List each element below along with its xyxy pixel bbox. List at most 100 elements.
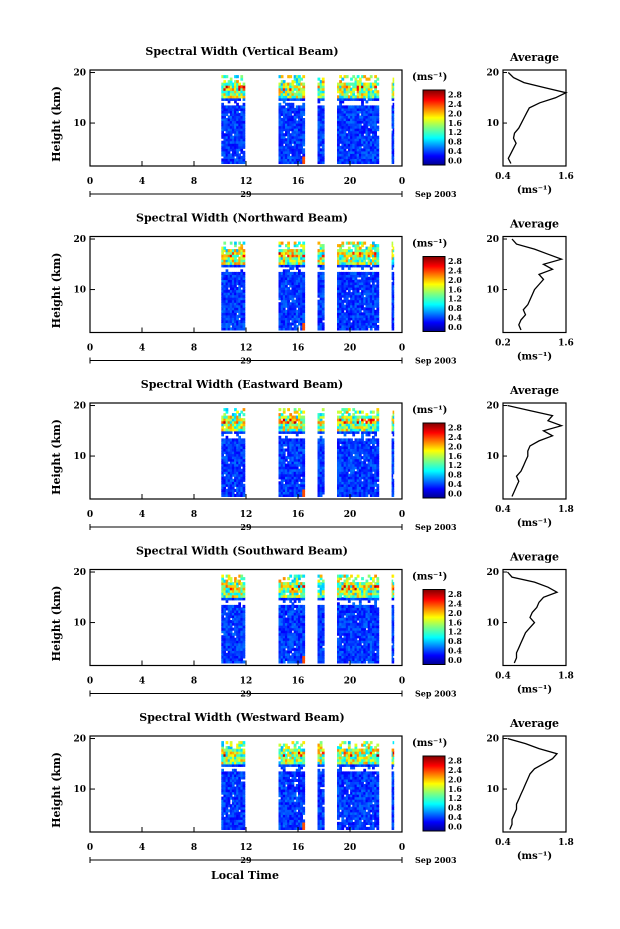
heatmap-cell <box>242 82 246 86</box>
heatmap-cell <box>234 451 237 455</box>
heatmap-cell <box>363 75 367 79</box>
heatmap-cell <box>240 256 244 260</box>
heatmap-cell <box>278 92 282 96</box>
heatmap-cell <box>302 120 306 124</box>
heatmap-cell <box>282 647 286 651</box>
heatmap-cell <box>317 120 321 124</box>
heatmap-cell <box>287 279 290 283</box>
heatmap-cell <box>372 435 375 439</box>
heatmap-cell <box>285 294 288 298</box>
heatmap-cell <box>372 123 375 127</box>
heatmap-cell <box>221 627 224 631</box>
heatmap-cell <box>317 471 321 475</box>
heatmap-cell <box>358 140 362 144</box>
heatmap-cell <box>223 297 227 301</box>
heatmap-cell <box>374 284 377 288</box>
heatmap-cell <box>376 282 380 286</box>
heatmap-cell <box>242 133 246 137</box>
heatmap-cell <box>374 271 377 275</box>
heatmap-cell <box>227 657 231 661</box>
heatmap-cell <box>291 453 295 457</box>
heatmap-cell <box>295 440 299 444</box>
heatmap-cell <box>302 110 306 114</box>
heatmap-cell <box>367 128 371 132</box>
heatmap-cell <box>374 256 377 260</box>
heatmap-cell <box>369 312 373 316</box>
heatmap-cell <box>356 297 360 301</box>
heatmap-cell <box>298 123 301 127</box>
heatmap-cell <box>392 312 395 316</box>
heatmap-cell <box>223 461 227 465</box>
heatmap-cell <box>356 458 360 462</box>
heatmap-cell <box>293 138 297 142</box>
heatmap-cell <box>339 128 342 132</box>
heatmap-cell <box>223 642 227 646</box>
heatmap-cell <box>339 246 342 250</box>
heatmap-cell <box>225 302 229 306</box>
heatmap-cell <box>278 657 282 661</box>
heatmap-cell <box>341 302 345 306</box>
heatmap-cell <box>339 418 342 422</box>
heatmap-cell <box>221 587 224 591</box>
heatmap-cell <box>339 115 342 119</box>
heatmap-cell <box>229 587 233 591</box>
heatmap-cell <box>298 279 301 283</box>
heatmap-cell <box>225 276 229 280</box>
heatmap-cell <box>341 438 345 442</box>
heatmap-cell <box>234 95 237 99</box>
panel-title: Spectral Width (Northward Beam) <box>136 212 348 225</box>
heatmap-cell <box>295 264 299 268</box>
heatmap-cell <box>358 486 362 490</box>
heatmap-cell <box>236 491 239 495</box>
heatmap-cell <box>285 302 288 306</box>
heatmap-cell <box>365 440 369 444</box>
heatmap-cell <box>358 284 362 288</box>
heatmap-cell <box>350 128 353 132</box>
heatmap-cell <box>345 440 349 444</box>
heatmap-cell <box>293 415 297 419</box>
heatmap-cell <box>391 155 394 159</box>
heatmap-cell <box>367 287 371 291</box>
heatmap-cell <box>392 466 395 470</box>
heatmap-cell <box>369 468 373 472</box>
heatmap-cell <box>352 478 356 482</box>
heatmap-cell <box>291 266 295 270</box>
heatmap-cell <box>343 125 347 129</box>
heatmap-cell <box>376 256 380 260</box>
heatmap-cell <box>287 640 290 644</box>
heatmap-cell <box>280 125 284 129</box>
heatmap-cell <box>227 423 231 427</box>
heatmap-cell <box>223 647 227 651</box>
heatmap-cell <box>345 294 349 298</box>
heatmap-cell <box>343 443 347 447</box>
heatmap-cell <box>347 160 351 164</box>
heatmap-cell <box>225 430 229 434</box>
heatmap-cell <box>242 451 246 455</box>
heatmap-cell <box>278 471 282 475</box>
heatmap-cell <box>287 438 290 442</box>
heatmap-cell <box>345 445 349 449</box>
heatmap-cell <box>339 488 342 492</box>
heatmap-cell <box>376 158 380 162</box>
heatmap-cell <box>240 259 244 263</box>
heatmap-cell <box>289 118 293 122</box>
heatmap-cell <box>392 294 395 298</box>
heatmap-cell <box>231 438 235 442</box>
heatmap-cell <box>234 90 237 94</box>
heatmap-cell <box>291 617 295 621</box>
heatmap-cell <box>319 473 323 477</box>
heatmap-cell <box>372 438 375 442</box>
heatmap-cell <box>339 130 342 134</box>
heatmap-cell <box>242 97 246 101</box>
heatmap-cell <box>240 115 244 119</box>
heatmap-cell <box>287 471 290 475</box>
colorbar <box>422 422 446 499</box>
heatmap-cell <box>234 312 237 316</box>
heatmap-cell <box>300 87 303 91</box>
heatmap-cell <box>289 632 293 636</box>
heatmap-cell <box>234 309 237 313</box>
heatmap-cell <box>358 107 362 111</box>
heatmap-cell <box>293 112 297 116</box>
heatmap-cell <box>391 466 394 470</box>
heatmap-cell <box>227 155 231 159</box>
